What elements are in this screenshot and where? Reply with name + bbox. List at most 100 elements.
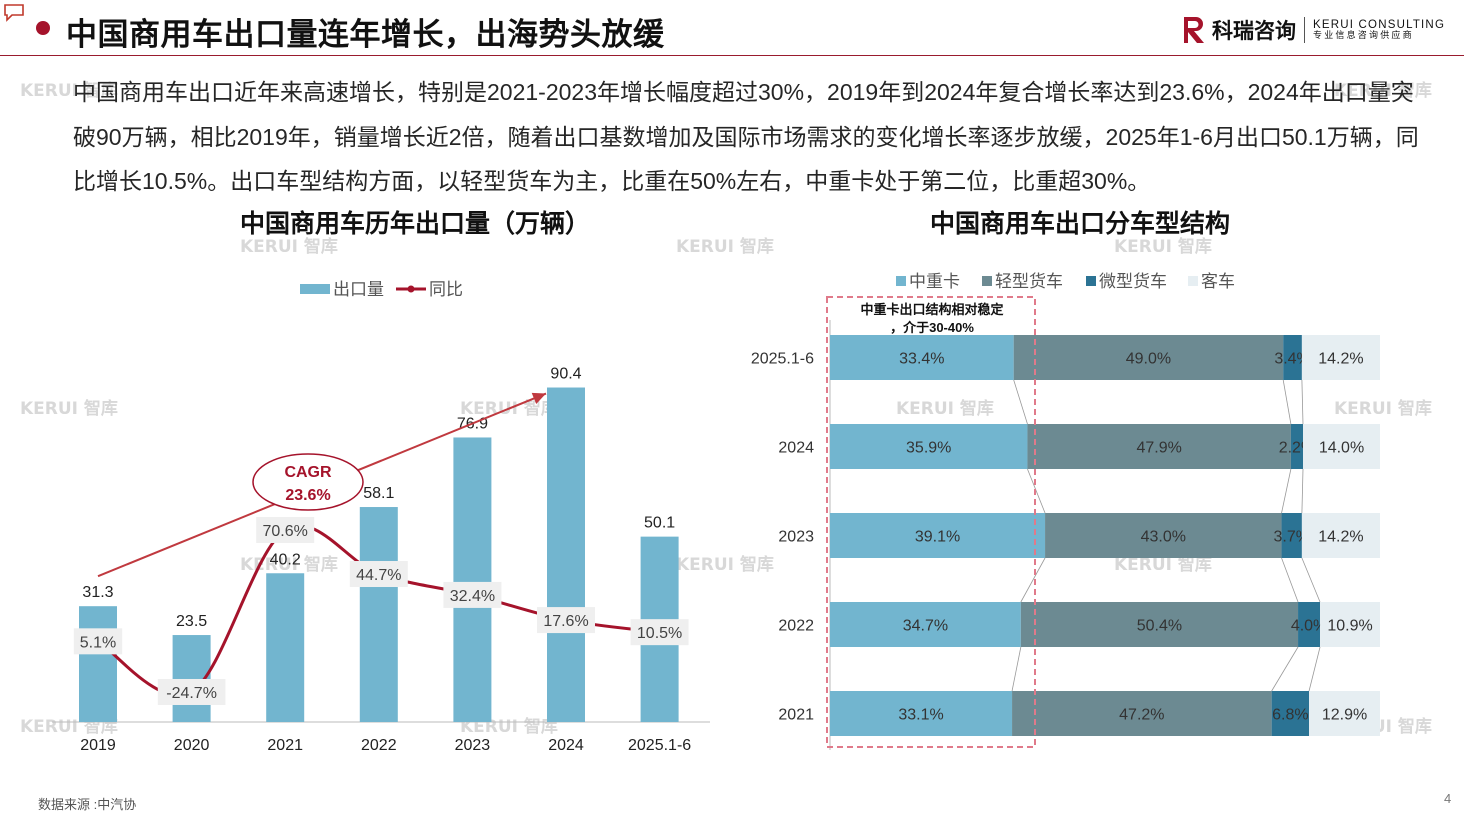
series-connector <box>1020 557 1046 603</box>
watermark-text: KERUI 智库 <box>1114 236 1212 257</box>
export-volume-chart-title: 中国商用车历年出口量（万辆） <box>240 210 591 238</box>
title-bullet <box>36 21 50 35</box>
segment-客车 <box>1301 335 1380 380</box>
segment-微型货车 <box>1298 602 1321 647</box>
yoy-label: 70.6% <box>256 516 315 543</box>
yoy-label-text: 5.1% <box>80 634 116 651</box>
structure-annotation: 中重卡出口结构相对稳定 ，介于30-40% <box>860 302 1003 335</box>
segment-value-label: 14.0% <box>1319 440 1364 457</box>
y-tick-label: 2021 <box>778 707 814 724</box>
legend-label: 客车 <box>1201 272 1235 291</box>
bar-value-label: 31.3 <box>82 584 113 601</box>
bar-2022 <box>359 507 398 722</box>
series-connector <box>1308 646 1321 692</box>
yoy-label: 17.6% <box>537 607 595 634</box>
yoy-label-box <box>537 607 595 634</box>
yoy-label-text: 32.4% <box>450 588 495 605</box>
x-tick-label: 2020 <box>174 737 210 754</box>
series-connector <box>1013 379 1028 425</box>
segment-微型货车 <box>1271 691 1310 736</box>
legend-label-yoy: 同比 <box>429 280 463 299</box>
y-tick-label: 2025.1-6 <box>751 351 814 368</box>
yoy-label-box <box>157 678 226 705</box>
series-connector <box>1281 557 1299 603</box>
yoy-label-box <box>73 628 123 655</box>
segment-客车 <box>1301 513 1380 558</box>
export-structure-chart-title: 中国商用车出口分车型结构 <box>929 210 1230 238</box>
legend-label: 微型货车 <box>1099 272 1167 291</box>
segment-中重卡 <box>830 513 1046 558</box>
segment-value-label: 43.0% <box>1141 529 1186 546</box>
cagr-label: CAGR <box>284 464 332 481</box>
bar-value-label: 50.1 <box>644 515 675 532</box>
segment-value-label: 12.9% <box>1322 707 1367 724</box>
header-divider <box>0 55 1464 56</box>
yoy-label-text: 70.6% <box>263 523 308 540</box>
yoy-label-box <box>443 581 502 608</box>
segment-轻型货车 <box>1020 602 1299 647</box>
segment-轻型货车 <box>1027 424 1291 469</box>
bar-2021 <box>266 573 305 722</box>
bar-2019 <box>79 606 117 722</box>
segment-value-label: 6.8% <box>1272 707 1308 724</box>
company-logo: 科瑞咨询 KERUI CONSULTING 专业信息咨询供应商 <box>1182 14 1445 46</box>
segment-value-label: 14.2% <box>1318 351 1363 368</box>
bar-value-label: 58.1 <box>363 485 394 502</box>
yoy-label-text: 10.5% <box>637 625 682 642</box>
legend-label: 轻型货车 <box>995 272 1063 291</box>
intro-paragraph: 中国商用车出口近年来高速增长，特别是2021-2023年增长幅度超过30%，20… <box>73 79 1419 194</box>
annotation-line-2: ，介于30-40% <box>890 320 974 335</box>
watermark-text: KERUI 智库 <box>240 236 338 257</box>
comment-icon <box>4 4 24 22</box>
yoy-label-text: 44.7% <box>356 567 401 584</box>
segment-value-label: 47.2% <box>1119 707 1164 724</box>
segment-中重卡 <box>830 691 1013 736</box>
segment-客车 <box>1309 691 1380 736</box>
segment-轻型货车 <box>1045 513 1282 558</box>
yoy-label: 32.4% <box>443 581 502 608</box>
bar-value-label: 40.2 <box>270 551 301 568</box>
series-connector <box>1281 468 1292 514</box>
highlight-box <box>826 296 1036 748</box>
cagr-value: 23.6% <box>285 487 330 504</box>
series-connector <box>1301 379 1304 425</box>
segment-中重卡 <box>830 424 1028 469</box>
legend-swatch <box>896 276 906 286</box>
yoy-label: 5.1% <box>73 628 123 655</box>
legend-swatch <box>1086 276 1096 286</box>
page-title: 中国商用车出口量连年增长，出海势头放缓 <box>66 17 665 52</box>
segment-value-label: 39.1% <box>915 529 960 546</box>
y-tick-label: 2024 <box>778 440 814 457</box>
segment-value-label: 49.0% <box>1126 351 1171 368</box>
segment-微型货车 <box>1283 335 1302 380</box>
segment-value-label: 14.2% <box>1318 529 1363 546</box>
series-connector <box>1301 468 1304 514</box>
segment-value-label: 34.7% <box>903 618 948 635</box>
chart-legend: 中重卡 轻型货车 微型货车 客车 <box>896 272 1235 291</box>
yoy-label: 10.5% <box>630 619 689 646</box>
watermark-text: KERUI 智库 <box>676 236 774 257</box>
logo-divider <box>1304 17 1305 43</box>
segment-value-label: 33.1% <box>898 707 943 724</box>
legend-swatch-bar <box>300 284 330 294</box>
chart-legend: 出口量 同比 <box>300 280 463 299</box>
segment-轻型货车 <box>1012 691 1272 736</box>
export-volume-chart: 出口量同比31.3201923.5202040.2202158.1202276.… <box>52 280 710 754</box>
yoy-label-box <box>349 561 408 588</box>
segment-中重卡 <box>830 602 1021 647</box>
series-connector <box>1271 646 1299 692</box>
segment-value-label: 3.4% <box>1274 351 1310 368</box>
legend-swatch <box>982 276 992 286</box>
page-number: 4 <box>1444 791 1452 806</box>
segment-value-label: 50.4% <box>1137 618 1182 635</box>
segment-客车 <box>1320 602 1380 647</box>
cagr-annotation: CAGR 23.6% <box>252 453 364 511</box>
legend-marker <box>407 285 415 293</box>
series-connector <box>1282 379 1292 425</box>
series-connector <box>1011 646 1022 692</box>
yoy-label-box <box>630 619 689 646</box>
bar-2024 <box>547 387 585 722</box>
segment-value-label: 10.9% <box>1327 618 1372 635</box>
x-tick-label: 2022 <box>361 737 397 754</box>
series-connector <box>1301 557 1321 603</box>
